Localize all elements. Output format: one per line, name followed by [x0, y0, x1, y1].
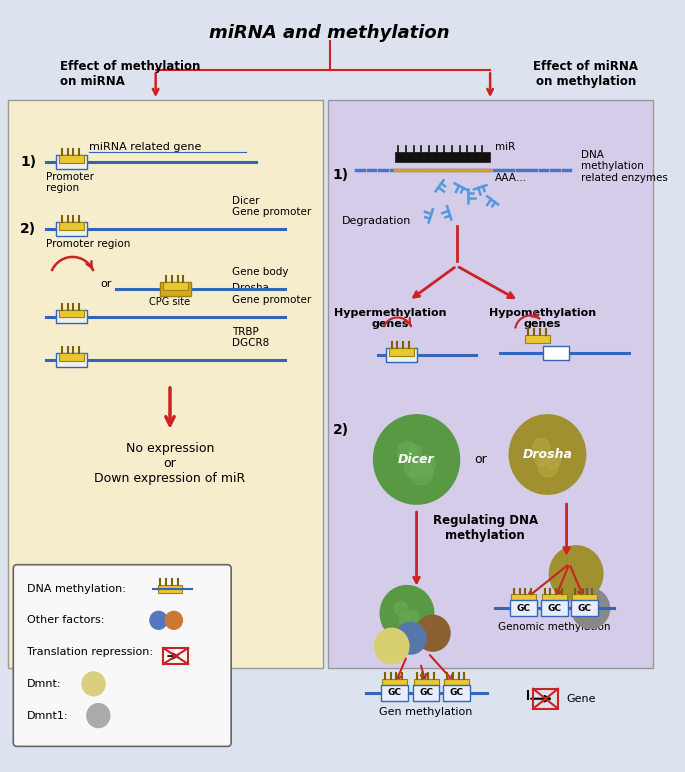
Circle shape — [82, 672, 105, 696]
Bar — [542, 594, 566, 602]
Bar — [525, 335, 550, 344]
Text: or: or — [474, 453, 487, 466]
Bar — [443, 685, 470, 701]
Text: Dmnt1:: Dmnt1: — [27, 710, 68, 720]
Bar — [395, 152, 490, 161]
Bar — [56, 222, 87, 236]
Text: Drosha: Drosha — [523, 448, 573, 461]
Bar — [386, 348, 416, 362]
Bar — [163, 648, 188, 664]
Circle shape — [546, 453, 561, 469]
Bar — [389, 348, 414, 356]
Circle shape — [165, 611, 182, 629]
Text: DNA methylation:: DNA methylation: — [27, 584, 125, 594]
Circle shape — [87, 704, 110, 727]
Text: Promoter region: Promoter region — [46, 239, 130, 249]
Bar — [571, 601, 598, 616]
Text: AAA…: AAA… — [495, 173, 527, 182]
Bar — [59, 354, 84, 361]
Bar — [160, 282, 191, 296]
Text: 2): 2) — [20, 222, 36, 236]
Text: Effect of miRNA
on methylation: Effect of miRNA on methylation — [533, 60, 638, 88]
Text: Gene body: Gene body — [232, 267, 288, 277]
Text: Translation repression:: Translation repression: — [27, 647, 153, 657]
Circle shape — [538, 456, 558, 477]
Circle shape — [535, 452, 548, 466]
Text: Dicer
Gene promoter: Dicer Gene promoter — [232, 195, 312, 217]
Bar — [56, 310, 87, 323]
Circle shape — [549, 546, 603, 601]
Text: DNA
methylation
related enzymes: DNA methylation related enzymes — [581, 150, 668, 183]
Text: Drosha
Gene promoter: Drosha Gene promoter — [232, 283, 312, 305]
Circle shape — [571, 588, 610, 628]
Circle shape — [416, 455, 435, 475]
Circle shape — [410, 460, 433, 485]
Bar — [56, 354, 87, 367]
Text: GC: GC — [449, 689, 464, 697]
Text: 1): 1) — [20, 154, 36, 168]
Text: TRBP
DGCR8: TRBP DGCR8 — [232, 327, 269, 348]
Circle shape — [373, 415, 460, 504]
Text: miR: miR — [495, 142, 515, 152]
Bar — [445, 679, 469, 687]
Text: Hypermethylation
genes: Hypermethylation genes — [334, 307, 446, 329]
Text: GC: GC — [577, 604, 592, 613]
Text: or: or — [100, 279, 112, 289]
Bar — [414, 679, 438, 687]
Text: Promoter
region: Promoter region — [46, 171, 94, 193]
Bar — [543, 347, 569, 361]
Bar — [511, 594, 536, 602]
Text: GC: GC — [419, 689, 433, 697]
Circle shape — [375, 628, 409, 664]
Text: Effect of methylation
on miRNA: Effect of methylation on miRNA — [60, 60, 201, 88]
Text: Gen methylation: Gen methylation — [379, 706, 473, 716]
Text: GC: GC — [388, 689, 401, 697]
Text: Other factors:: Other factors: — [27, 615, 104, 625]
Circle shape — [408, 445, 422, 459]
Text: CPG site: CPG site — [149, 296, 190, 306]
Bar — [533, 689, 558, 709]
Text: Dicer: Dicer — [398, 453, 435, 466]
Text: Hypomethylation
genes: Hypomethylation genes — [489, 307, 596, 329]
Bar — [382, 679, 407, 687]
Text: 2): 2) — [332, 423, 349, 437]
Circle shape — [407, 611, 419, 623]
Text: No expression
or
Down expression of miR: No expression or Down expression of miR — [95, 442, 246, 485]
Bar — [572, 594, 597, 602]
Circle shape — [399, 614, 410, 625]
Bar — [8, 100, 323, 668]
Bar — [381, 685, 408, 701]
Circle shape — [416, 615, 450, 651]
Bar — [540, 601, 568, 616]
Bar — [59, 222, 84, 230]
Circle shape — [533, 438, 549, 455]
Text: Gene: Gene — [566, 694, 596, 704]
Bar — [56, 154, 87, 168]
Circle shape — [380, 585, 434, 642]
Bar — [163, 282, 188, 290]
Bar — [413, 685, 440, 701]
Circle shape — [397, 442, 417, 462]
Circle shape — [150, 611, 167, 629]
Text: Regulating DNA
methylation: Regulating DNA methylation — [433, 514, 538, 542]
Circle shape — [395, 601, 408, 615]
Text: miRNA related gene: miRNA related gene — [89, 142, 201, 152]
Circle shape — [395, 622, 426, 654]
Bar — [59, 154, 84, 163]
Circle shape — [404, 460, 421, 477]
Text: GC: GC — [547, 604, 561, 613]
Text: 1): 1) — [332, 168, 349, 181]
Text: miRNA and methylation: miRNA and methylation — [210, 24, 450, 42]
Bar — [158, 584, 182, 592]
Bar — [510, 601, 537, 616]
Text: Genomic methylation: Genomic methylation — [498, 622, 610, 632]
Text: Degradation: Degradation — [342, 216, 412, 226]
Text: GC: GC — [516, 604, 531, 613]
Text: Dmnt:: Dmnt: — [27, 679, 61, 689]
Circle shape — [509, 415, 586, 494]
FancyBboxPatch shape — [13, 564, 231, 747]
Bar — [59, 310, 84, 317]
Bar — [327, 100, 653, 668]
